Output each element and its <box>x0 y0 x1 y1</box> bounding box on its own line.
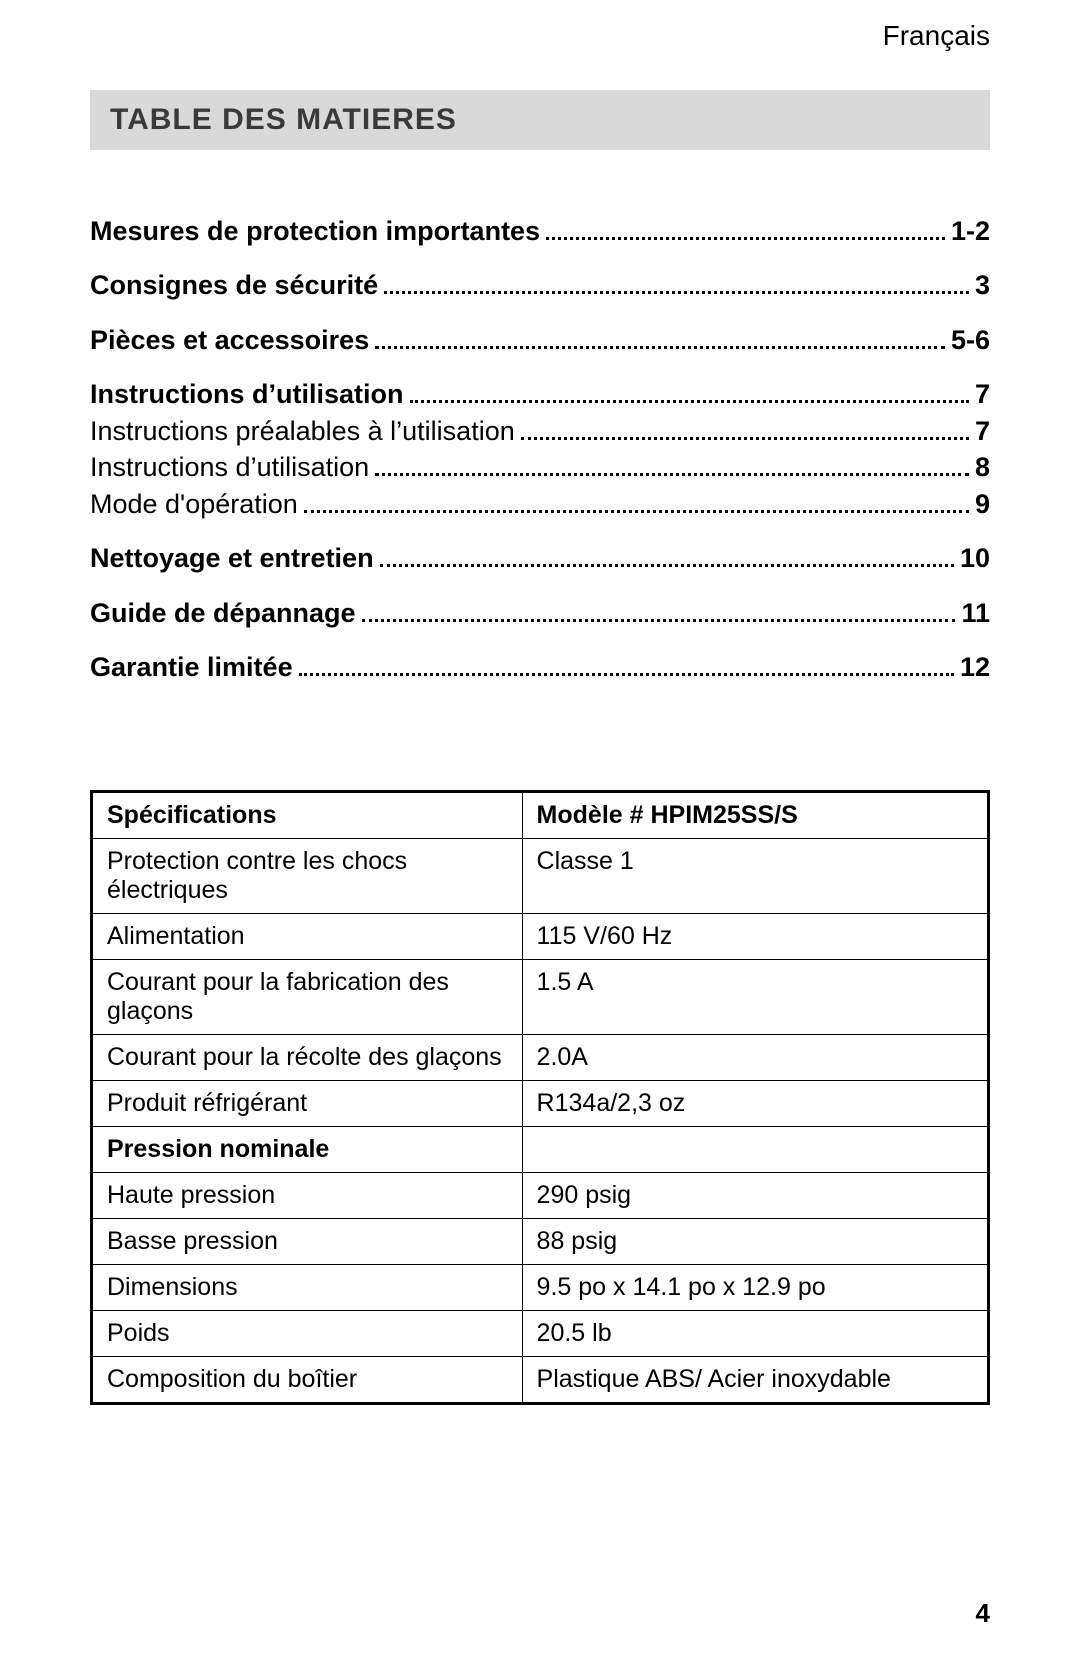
spec-value: 9.5 po x 14.1 po x 12.9 po <box>522 1265 988 1311</box>
toc-leader-dots <box>299 672 954 676</box>
spec-key: Spécifications <box>92 792 523 839</box>
toc-leader-dots <box>375 345 945 349</box>
toc-row: Garantie limitée 12 <box>90 649 990 685</box>
toc-row: Mode d'opération 9 <box>90 486 990 522</box>
spec-value <box>522 1127 988 1173</box>
toc-leader-dots <box>546 236 945 240</box>
toc-row: Nettoyage et entretien 10 <box>90 540 990 576</box>
toc-label: Pièces et accessoires <box>90 322 369 358</box>
spec-table: SpécificationsModèle # HPIM25SS/SProtect… <box>90 790 990 1405</box>
spec-value: Classe 1 <box>522 839 988 914</box>
toc-leader-dots <box>375 472 969 476</box>
title-bar: TABLE DES MATIERES <box>90 90 990 150</box>
spec-key: Composition du boîtier <box>92 1357 523 1404</box>
toc-page: 12 <box>960 649 990 685</box>
toc-row: Instructions d’utilisation 8 <box>90 449 990 485</box>
toc-label: Instructions préalables à l’utilisation <box>90 413 515 449</box>
spec-key: Courant pour la récolte des glaçons <box>92 1035 523 1081</box>
toc-label: Mesures de protection importantes <box>90 213 540 249</box>
toc-leader-dots <box>304 509 969 513</box>
toc-label: Consignes de sécurité <box>90 267 378 303</box>
table-row: Haute pression290 psig <box>92 1173 989 1219</box>
table-of-contents: Mesures de protection importantes 1-2 Cons… <box>90 195 990 685</box>
toc-page: 5-6 <box>951 322 990 358</box>
spec-key: Haute pression <box>92 1173 523 1219</box>
spec-table-container: SpécificationsModèle # HPIM25SS/SProtect… <box>90 790 990 1405</box>
toc-leader-dots <box>362 618 956 622</box>
table-row: Poids20.5 lb <box>92 1311 989 1357</box>
toc-leader-dots <box>384 290 969 294</box>
page: Français TABLE DES MATIERES Mesures de p… <box>0 0 1080 1669</box>
spec-key: Dimensions <box>92 1265 523 1311</box>
spec-key: Protection contre les chocs électriques <box>92 839 523 914</box>
spec-key: Pression nominale <box>92 1127 523 1173</box>
language-label: Français <box>883 20 990 52</box>
toc-leader-dots <box>410 399 969 403</box>
page-number: 4 <box>976 1598 990 1629</box>
toc-page: 7 <box>975 413 990 449</box>
spec-key: Courant pour la fabrication des glaçons <box>92 960 523 1035</box>
toc-page: 3 <box>975 267 990 303</box>
toc-page: 1-2 <box>951 213 990 249</box>
spec-key: Poids <box>92 1311 523 1357</box>
table-row: Courant pour la fabrication des glaçons1… <box>92 960 989 1035</box>
toc-page: 10 <box>960 540 990 576</box>
toc-label: Garantie limitée <box>90 649 293 685</box>
spec-value: 290 psig <box>522 1173 988 1219</box>
spec-value: 88 psig <box>522 1219 988 1265</box>
spec-value: 2.0A <box>522 1035 988 1081</box>
spec-value: 115 V/60 Hz <box>522 914 988 960</box>
toc-page: 7 <box>975 376 990 412</box>
spec-value: 20.5 lb <box>522 1311 988 1357</box>
table-row: Basse pression88 psig <box>92 1219 989 1265</box>
toc-page: 9 <box>975 486 990 522</box>
toc-row: Guide de dépannage 11 <box>90 595 990 631</box>
spec-key: Alimentation <box>92 914 523 960</box>
page-title: TABLE DES MATIERES <box>110 103 457 137</box>
toc-leader-dots <box>521 436 969 440</box>
toc-row: Instructions d’utilisation 7 <box>90 376 990 412</box>
toc-page: 8 <box>975 449 990 485</box>
table-row: Alimentation115 V/60 Hz <box>92 914 989 960</box>
spec-value: Modèle # HPIM25SS/S <box>522 792 988 839</box>
toc-label: Instructions d’utilisation <box>90 449 369 485</box>
toc-row: Pièces et accessoires 5-6 <box>90 322 990 358</box>
toc-label: Mode d'opération <box>90 486 298 522</box>
toc-row: Mesures de protection importantes 1-2 <box>90 213 990 249</box>
table-row: Protection contre les chocs électriquesC… <box>92 839 989 914</box>
toc-leader-dots <box>380 563 954 567</box>
toc-row: Consignes de sécurité 3 <box>90 267 990 303</box>
table-row: Produit réfrigérantR134a/2,3 oz <box>92 1081 989 1127</box>
table-row: Dimensions9.5 po x 14.1 po x 12.9 po <box>92 1265 989 1311</box>
spec-value: Plastique ABS/ Acier inoxydable <box>522 1357 988 1404</box>
spec-value: 1.5 A <box>522 960 988 1035</box>
table-row: Composition du boîtierPlastique ABS/ Aci… <box>92 1357 989 1404</box>
table-row: Pression nominale <box>92 1127 989 1173</box>
spec-key: Produit réfrigérant <box>92 1081 523 1127</box>
toc-label: Guide de dépannage <box>90 595 356 631</box>
table-row: SpécificationsModèle # HPIM25SS/S <box>92 792 989 839</box>
spec-value: R134a/2,3 oz <box>522 1081 988 1127</box>
toc-label: Nettoyage et entretien <box>90 540 374 576</box>
table-row: Courant pour la récolte des glaçons2.0A <box>92 1035 989 1081</box>
toc-row: Instructions préalables à l’utilisation 7 <box>90 413 990 449</box>
toc-page: 11 <box>961 595 990 631</box>
spec-key: Basse pression <box>92 1219 523 1265</box>
toc-label: Instructions d’utilisation <box>90 376 404 412</box>
